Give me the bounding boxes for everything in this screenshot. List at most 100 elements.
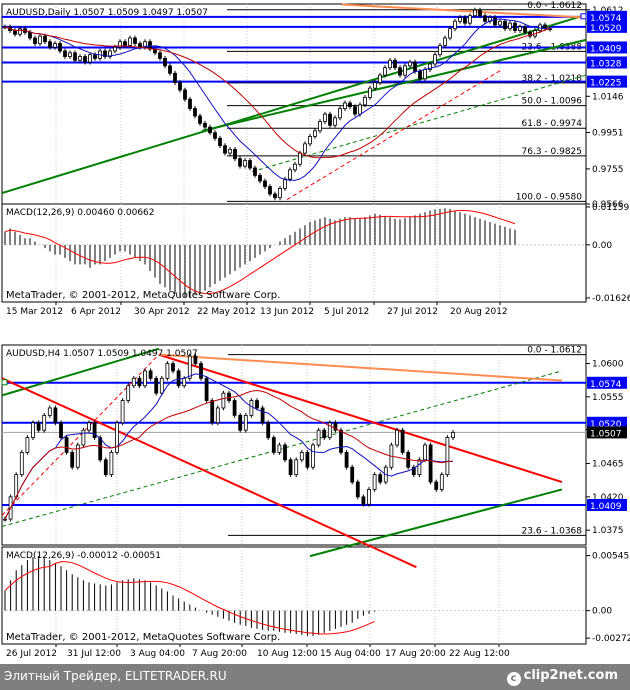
candle-body: [232, 400, 237, 416]
candle-body: [68, 52, 72, 57]
candle-body: [120, 400, 125, 424]
candle-body: [143, 41, 147, 48]
trendline-green: [309, 488, 563, 558]
candle-body: [338, 108, 342, 119]
candle-body: [215, 407, 220, 424]
fib-level-label: 0.0 - 1.0612: [527, 346, 582, 356]
candle-body: [238, 158, 242, 167]
x-tick-label: 20 Aug 2012: [450, 307, 508, 317]
candle-body: [271, 437, 276, 453]
candle-body: [478, 9, 482, 17]
logo-text: clip2net.com: [523, 668, 618, 683]
candle-body: [128, 37, 132, 46]
candle-body: [223, 145, 227, 154]
candle-body: [373, 82, 377, 89]
footer-bar: Элитный Трейдер, ELITETRADER.RU c clip2ne…: [0, 664, 630, 690]
candle-body: [398, 67, 402, 76]
candle-body: [148, 370, 153, 379]
candle-body: [339, 429, 343, 453]
candle-body: [468, 15, 472, 24]
candle-body: [333, 117, 337, 126]
chart-header: AUDUSD,H4 1.0507 1.0509 1.0497 1.0507: [6, 349, 198, 359]
candle-body: [182, 377, 187, 387]
candle-body: [316, 429, 321, 446]
price-level-label: 1.0409: [590, 502, 622, 512]
trendline-red: [1, 377, 417, 569]
candle-body: [463, 17, 467, 24]
macd-plot-area: [1, 546, 587, 645]
candle-body: [43, 35, 47, 43]
trendline-red: [1, 354, 160, 516]
candle-body: [113, 46, 117, 52]
candle-body: [199, 363, 203, 379]
candle-body: [163, 58, 167, 67]
price-level-label: 1.0507: [590, 429, 622, 439]
candle-body: [108, 50, 112, 57]
y-tick-label: 1.0465: [592, 460, 624, 470]
candle-body: [417, 459, 422, 476]
logo-icon: c: [506, 672, 521, 686]
fib-level-label: 50.0 - 1.0096: [522, 97, 583, 107]
candle-body: [353, 106, 357, 115]
candle-body: [503, 20, 507, 30]
y-tick-label: 1.0146: [592, 92, 624, 102]
candle-body: [243, 414, 248, 431]
fib-level-label: 23.6 - 1.0368: [522, 526, 583, 536]
candle-body: [428, 63, 432, 70]
candle-body: [213, 132, 217, 139]
candle-body: [350, 466, 355, 483]
candle-body: [73, 52, 77, 61]
candle-body: [348, 102, 352, 108]
candle-body: [433, 54, 437, 65]
candle-body: [333, 422, 338, 431]
moving-average-slow: [4, 26, 551, 159]
x-tick-label: 22 May 2012: [197, 307, 256, 317]
fib-level-label: 38.2 - 1.0218: [522, 74, 583, 84]
price-level-tag: [587, 416, 627, 429]
price-level-tag: [587, 56, 627, 69]
candle-body: [363, 97, 367, 106]
candle-body: [277, 444, 282, 453]
line-anchor-marker[interactable]: [580, 13, 587, 20]
candle-body: [75, 444, 80, 468]
candle-body: [483, 15, 487, 22]
x-tick-label: 10 Aug 12:00: [257, 649, 318, 659]
candle-body: [138, 43, 142, 48]
clip2net-logo[interactable]: c clip2net.com: [506, 668, 618, 686]
candle-body: [411, 466, 416, 476]
candle-body: [453, 20, 457, 30]
candle-body: [303, 143, 307, 154]
candle-body: [388, 59, 392, 69]
candle-body: [188, 98, 192, 109]
candle-body: [87, 422, 91, 431]
candle-body: [523, 26, 527, 33]
macd-y-tick-label: 0.00: [592, 241, 612, 251]
candle-body: [283, 178, 287, 189]
candle-body: [318, 121, 322, 132]
candle-body: [64, 437, 69, 453]
candle-body: [445, 437, 450, 476]
macd-plot-area: [1, 203, 587, 303]
x-tick-label: 30 Apr 2012: [134, 307, 190, 317]
candle-body: [159, 377, 164, 394]
candle-body: [131, 377, 136, 387]
y-tick-label: 1.0612: [592, 6, 624, 16]
price-level-label: 1.0574: [590, 14, 622, 24]
price-level-tag: [587, 499, 627, 511]
candle-body: [227, 392, 231, 401]
candle-body: [233, 149, 237, 160]
candle-body: [260, 407, 265, 424]
candle-body: [273, 193, 277, 199]
trendline-orange: [158, 353, 563, 382]
candle-body: [19, 452, 24, 476]
candle-body: [3, 518, 7, 521]
price-level-tag: [587, 41, 627, 54]
candle-body: [439, 474, 444, 490]
x-tick-label: 31 Jul 12:00: [67, 649, 121, 659]
candle-body: [14, 474, 19, 498]
candle-body: [137, 377, 142, 387]
candle-body: [355, 481, 360, 498]
line-anchor-marker[interactable]: [1, 379, 8, 386]
y-tick-label: 1.0555: [592, 393, 624, 403]
candle-body: [278, 188, 282, 199]
